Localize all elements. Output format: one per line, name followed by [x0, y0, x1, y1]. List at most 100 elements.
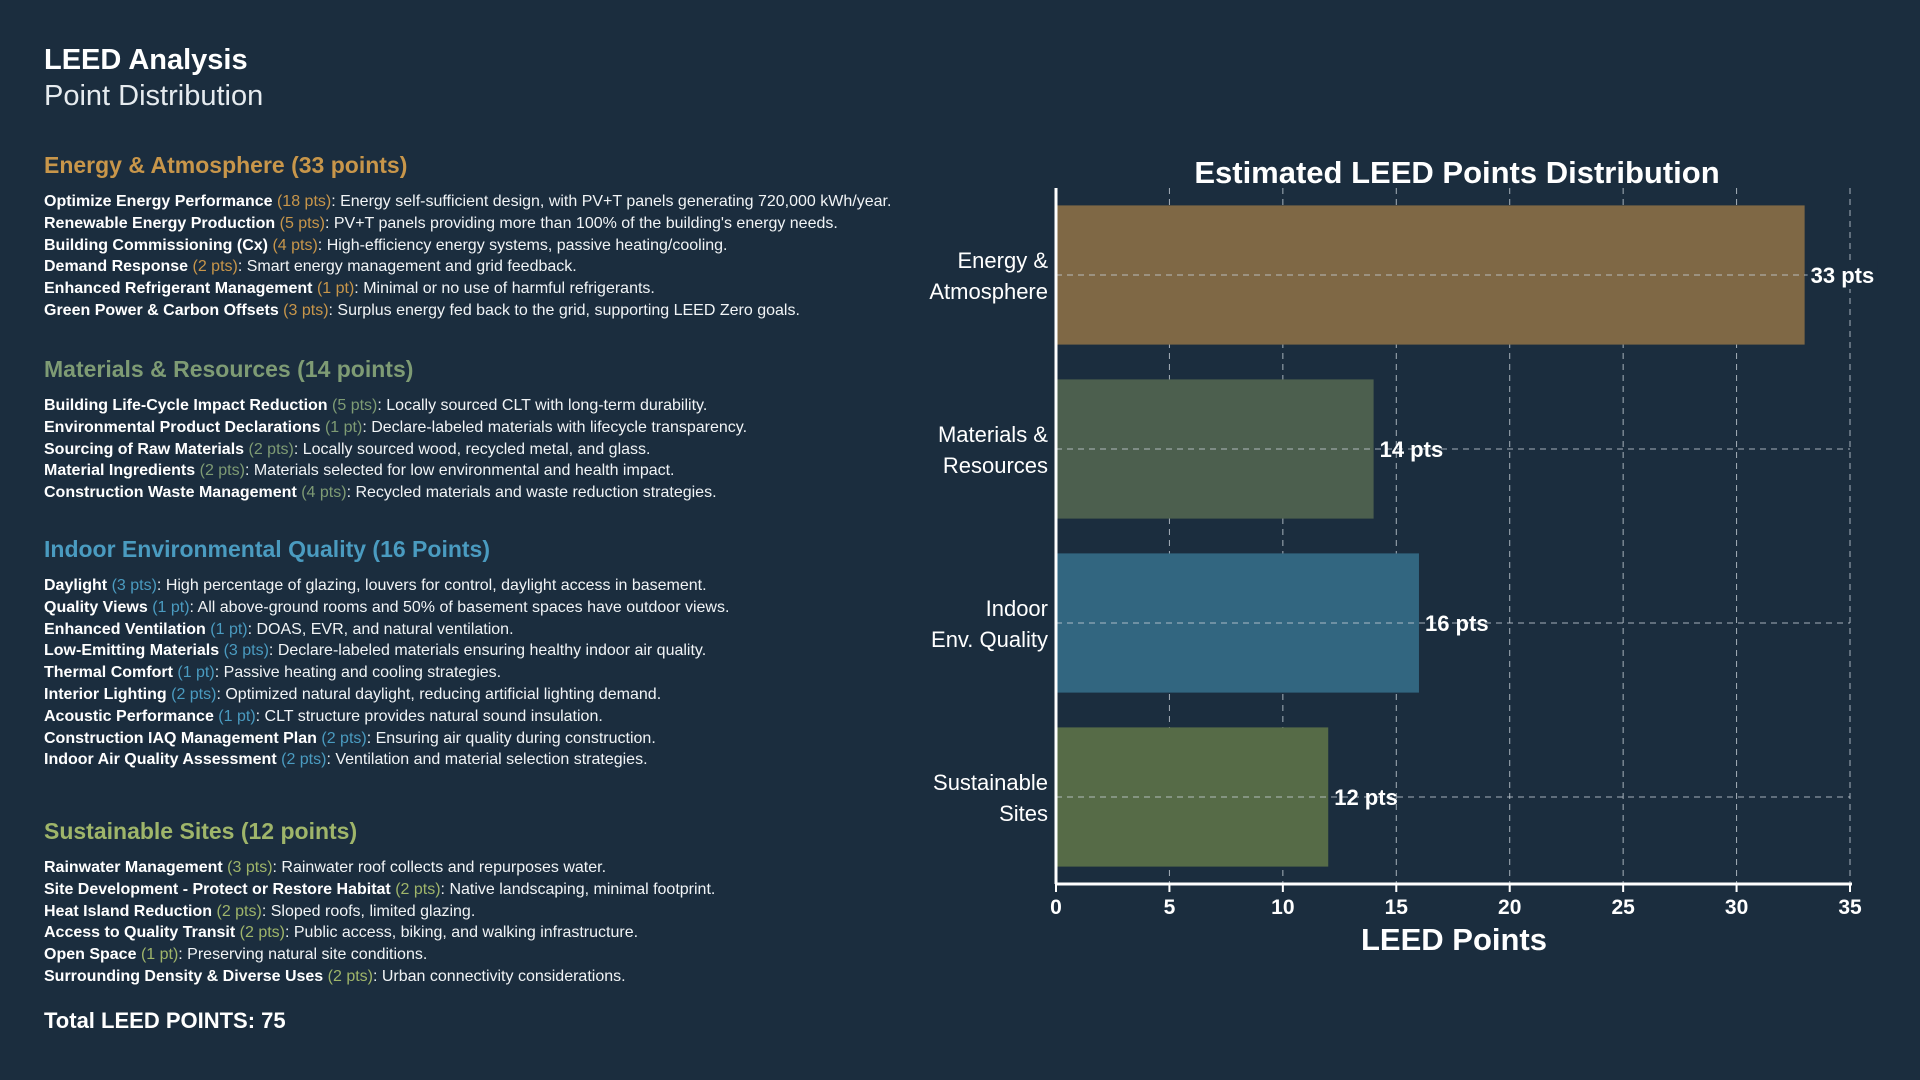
item-description: : CLT structure provides natural sound i…: [255, 707, 603, 725]
item-name: Enhanced Refrigerant Management: [44, 280, 313, 298]
item-points: (1 pt): [152, 598, 190, 616]
item-points: (1 pt): [316, 280, 355, 298]
item-name: Quality Views: [44, 598, 148, 616]
value-label: 14 pts: [1380, 437, 1444, 462]
section-2: Indoor Environmental Quality (16 Points)…: [44, 536, 729, 771]
list-item: Enhanced Refrigerant Management (1 pt): …: [44, 278, 891, 300]
x-axis-label: LEED Points: [1361, 922, 1547, 957]
category-label: Indoor: [986, 596, 1048, 621]
section-3: Sustainable Sites (12 points) Rainwater M…: [44, 818, 715, 988]
list-item: Building Life-Cycle Impact Reduction (5 …: [44, 395, 747, 417]
item-name: Building Life-Cycle Impact Reduction: [44, 397, 328, 414]
item-points: (2 pts): [239, 924, 285, 942]
value-label: 33 pts: [1811, 263, 1875, 288]
item-name: Acoustic Performance: [44, 707, 214, 725]
x-tick-label: 5: [1164, 896, 1176, 919]
item-points: (1 pt): [210, 620, 248, 638]
item-description: : PV+T panels providing more than 100% o…: [324, 214, 838, 232]
list-item: Enhanced Ventilation (1 pt): DOAS, EVR, …: [44, 619, 729, 641]
x-tick-label: 10: [1271, 896, 1294, 919]
item-description: : Recycled materials and waste reduction…: [346, 484, 717, 502]
section-heading: Indoor Environmental Quality (16 Points): [44, 536, 490, 562]
item-description: : Native landscaping, minimal footprint.: [440, 880, 716, 898]
section-heading: Energy & Atmosphere (33 points): [44, 152, 408, 178]
list-item: Rainwater Management (3 pts): Rainwater …: [44, 857, 715, 879]
item-points: (1 pt): [218, 707, 256, 725]
x-tick-label: 35: [1838, 896, 1862, 919]
section-heading: Materials & Resources (14 points): [44, 356, 414, 382]
item-description: : Locally sourced CLT with long-term dur…: [377, 397, 708, 414]
chart-title: Estimated LEED Points Distribution: [1194, 155, 1719, 190]
item-points: (4 pts): [301, 484, 347, 502]
category-label: Atmosphere: [929, 279, 1048, 304]
section-0: Energy & Atmosphere (33 points) Optimize …: [44, 152, 891, 322]
item-description: : High percentage of glazing, louvers fo…: [156, 577, 707, 594]
list-item: Open Space (1 pt): Preserving natural si…: [44, 944, 715, 966]
item-points: (3 pts): [283, 301, 329, 319]
item-description: : Energy self-sufficient design, with PV…: [331, 193, 892, 210]
item-points: (5 pts): [279, 214, 325, 232]
item-name: Access to Quality Transit: [44, 924, 236, 942]
list-item: Surrounding Density & Diverse Uses (2 pt…: [44, 966, 715, 988]
list-item: Quality Views (1 pt): All above-ground r…: [44, 597, 729, 619]
page-subtitle: Point Distribution: [44, 80, 264, 112]
list-item: Indoor Air Quality Assessment (2 pts): V…: [44, 749, 729, 771]
item-description: : Materials selected for low environment…: [244, 462, 675, 480]
category-label: Sites: [999, 801, 1048, 826]
item-description: : Sloped roofs, limited glazing.: [261, 902, 476, 920]
item-name: Surrounding Density & Diverse Uses: [44, 967, 324, 985]
item-points: (3 pts): [223, 642, 269, 660]
item-points: (3 pts): [227, 859, 273, 876]
item-points: (2 pts): [171, 685, 217, 703]
x-tick-label: 20: [1498, 896, 1521, 919]
list-item: Low-Emitting Materials (3 pts): Declare-…: [44, 640, 729, 662]
item-description: : Declare-labeled materials with lifecyc…: [362, 418, 748, 436]
list-item: Site Development - Protect or Restore Ha…: [44, 879, 715, 901]
list-item: Construction IAQ Management Plan (2 pts)…: [44, 728, 729, 750]
value-label: 16 pts: [1425, 611, 1489, 636]
list-item: Sourcing of Raw Materials (2 pts): Local…: [44, 439, 747, 461]
section-1: Materials & Resources (14 points) Buildin…: [44, 356, 747, 504]
item-description: : Passive heating and cooling strategies…: [214, 664, 502, 682]
category-label: Resources: [943, 453, 1048, 478]
value-label: 12 pts: [1334, 785, 1398, 810]
item-points: (4 pts): [272, 236, 318, 254]
item-points: (2 pts): [248, 440, 294, 458]
item-description: : Declare-labeled materials ensuring hea…: [268, 642, 707, 660]
list-item: Thermal Comfort (1 pt): Passive heating …: [44, 662, 729, 684]
list-item: Material Ingredients (2 pts): Materials …: [44, 460, 747, 482]
list-item: Construction Waste Management (4 pts): R…: [44, 482, 747, 504]
list-item: Daylight (3 pts): High percentage of gla…: [44, 575, 729, 597]
list-item: Heat Island Reduction (2 pts): Sloped ro…: [44, 901, 715, 923]
category-label: Energy &: [958, 248, 1049, 273]
category-label: Env. Quality: [931, 627, 1048, 652]
x-tick-label: 0: [1050, 896, 1062, 919]
list-item: Demand Response (2 pts): Smart energy ma…: [44, 256, 891, 278]
item-name: Sourcing of Raw Materials: [44, 440, 245, 458]
item-description: : Ventilation and material selection str…: [326, 751, 648, 769]
category-label: Materials &: [938, 422, 1048, 447]
item-name: Material Ingredients: [44, 462, 196, 480]
item-name: Building Commissioning (Cx): [44, 236, 268, 254]
item-name: Low-Emitting Materials: [44, 642, 220, 660]
list-item: Optimize Energy Performance (18 pts): En…: [44, 191, 891, 213]
value-label-backdrop: [1807, 261, 1878, 289]
list-item: Environmental Product Declarations (1 pt…: [44, 417, 747, 439]
item-name: Open Space: [44, 946, 137, 964]
item-description: : Ensuring air quality during constructi…: [366, 729, 656, 747]
item-points: (2 pts): [321, 729, 367, 747]
item-name: Optimize Energy Performance: [44, 193, 273, 210]
item-name: Construction IAQ Management Plan: [44, 729, 317, 747]
item-description: : Rainwater roof collects and repurposes…: [272, 859, 607, 876]
item-description: : Minimal or no use of harmful refrigera…: [354, 280, 655, 298]
item-description: : Public access, biking, and walking inf…: [284, 924, 639, 942]
item-description: : Urban connectivity considerations.: [372, 967, 626, 985]
item-name: Renewable Energy Production: [44, 214, 276, 232]
item-name: Environmental Product Declarations: [44, 418, 321, 436]
item-description: : Preserving natural site conditions.: [178, 946, 428, 964]
list-item: Green Power & Carbon Offsets (3 pts): Su…: [44, 300, 891, 322]
item-name: Enhanced Ventilation: [44, 620, 206, 638]
list-item: Acoustic Performance (1 pt): CLT structu…: [44, 706, 729, 728]
item-points: (1 pt): [177, 664, 215, 682]
